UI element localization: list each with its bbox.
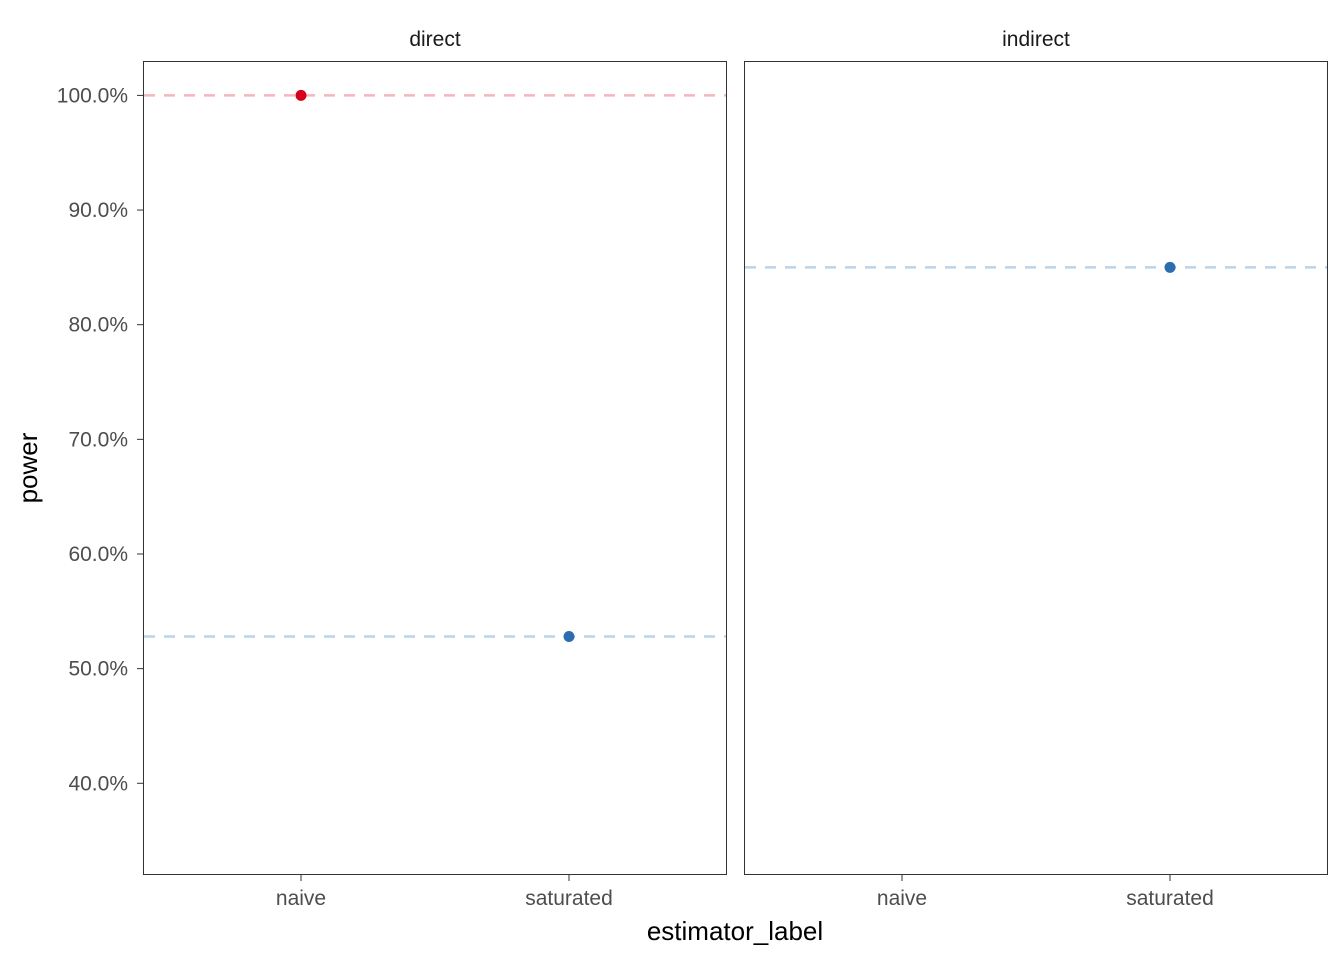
panels: direct naive saturated indirect naive saturat… — [143, 28, 1328, 910]
panel-direct: direct naive saturated — [143, 28, 727, 910]
y-tick-label: 70.0% — [68, 428, 128, 451]
x-axis-title: estimator_label — [647, 916, 823, 946]
data-point-saturated — [1164, 261, 1176, 273]
panel-border — [143, 61, 727, 875]
data-point-naive — [295, 89, 307, 101]
y-axis-title: power — [13, 432, 43, 503]
y-tick-label: 100.0% — [57, 84, 128, 107]
x-tick-label: saturated — [1126, 887, 1214, 910]
data-point-saturated — [563, 631, 575, 643]
panel-indirect: indirect naive saturated — [744, 28, 1328, 910]
x-tick-label: naive — [877, 887, 927, 910]
y-tick-label: 40.0% — [68, 772, 128, 795]
y-tick-label: 60.0% — [68, 543, 128, 566]
y-tick-label: 80.0% — [68, 314, 128, 337]
panel-border — [744, 61, 1328, 875]
facet-strip-label: direct — [409, 28, 461, 51]
y-tick-label: 90.0% — [68, 199, 128, 222]
y-axis-ticks: 40.0% 50.0% 60.0% 70.0% 80.0% 90.0% 100.0% — [57, 84, 143, 795]
x-tick-label: saturated — [525, 887, 613, 910]
y-tick-label: 50.0% — [68, 658, 128, 681]
facet-strip-label: indirect — [1002, 28, 1070, 51]
x-tick-label: naive — [276, 887, 326, 910]
